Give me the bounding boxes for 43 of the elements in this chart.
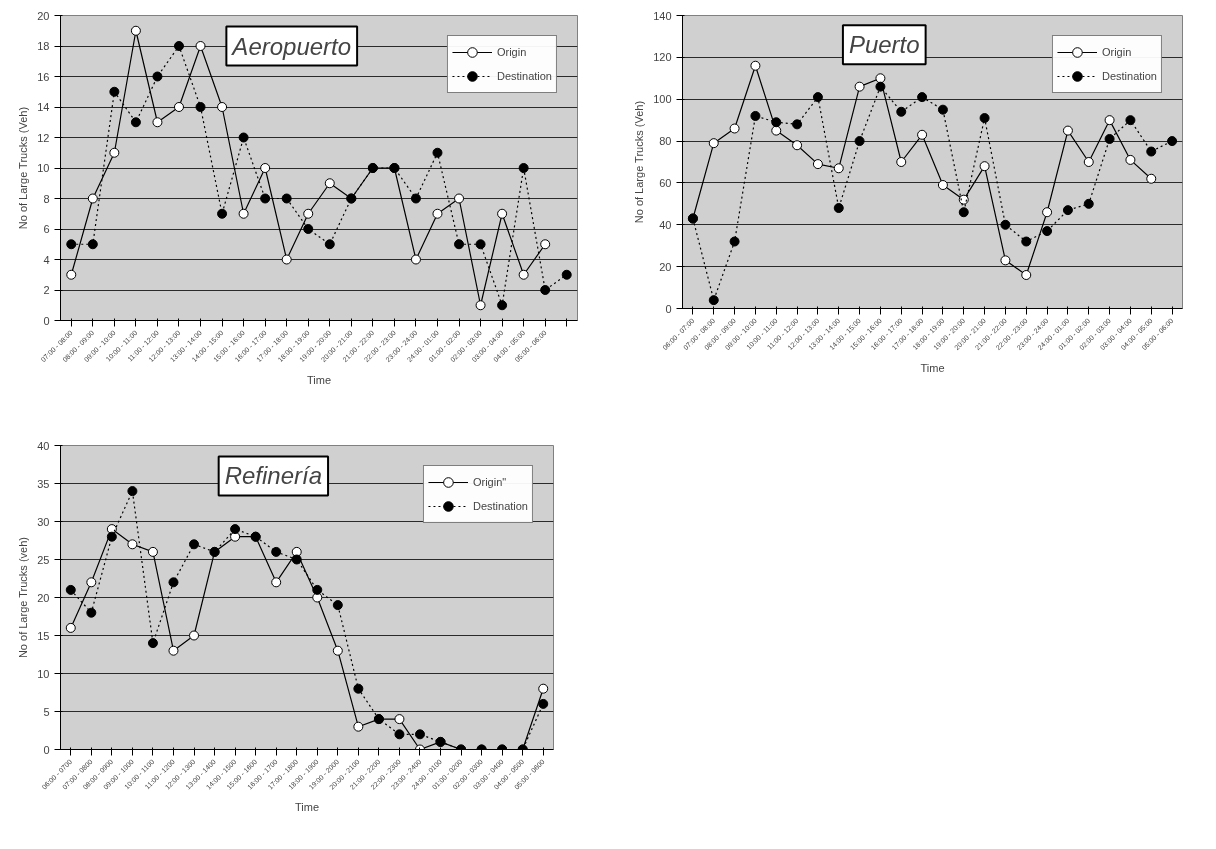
x-axis-title: Time [920, 361, 945, 374]
y-axis-title: No of Large Trucks (Veh) [633, 100, 646, 224]
y-tick-label: 12 [37, 131, 50, 144]
y-tick-label: 8 [43, 192, 50, 205]
y-tick-label: 6 [43, 223, 50, 235]
y-tick-label: 0 [43, 314, 50, 327]
y-tick-label: 30 [37, 515, 50, 528]
x-axis-title: Time [294, 801, 320, 814]
y-tick-label: 16 [37, 70, 50, 83]
y-tick-label: 80 [659, 135, 672, 148]
y-tick-label: 18 [37, 40, 50, 52]
text: Refinería [224, 462, 323, 490]
y-tick-label: 15 [37, 629, 50, 642]
legend-label: Destination [496, 69, 552, 84]
x-axis-title: Time [306, 373, 332, 386]
legend-label: Origin [1101, 45, 1132, 60]
y-tick-label: 25 [37, 553, 50, 566]
legend-label: Origin [496, 45, 527, 60]
y-tick-label: 40 [659, 218, 672, 231]
y-tick-label: 4 [43, 253, 50, 266]
y-tick-label: 20 [37, 9, 50, 22]
legend-label: Destination [1101, 69, 1157, 84]
y-axis-title: No of Large Trucks (veh) [17, 537, 30, 659]
y-tick-label: 5 [43, 705, 50, 718]
y-tick-label: 100 [653, 93, 672, 106]
text: Puerto [848, 31, 920, 59]
legend-label: Origin" [472, 475, 507, 490]
text: Aeropuerto [230, 32, 352, 60]
y-tick-label: 10 [37, 162, 50, 174]
y-tick-label: 0 [43, 743, 50, 756]
y-tick-label: 14 [37, 101, 50, 113]
y-tick-label: 0 [665, 302, 672, 315]
y-tick-label: 20 [659, 260, 672, 273]
y-tick-label: 140 [653, 9, 672, 22]
legend-label: Destination [472, 499, 528, 514]
y-tick-label: 35 [37, 477, 50, 490]
y-tick-label: 20 [37, 591, 50, 604]
y-tick-label: 120 [653, 51, 672, 64]
y-tick-label: 2 [43, 284, 50, 296]
y-tick-label: 60 [659, 176, 672, 189]
y-tick-label: 40 [37, 439, 50, 452]
y-axis-title: No of Large Trucks (Veh) [17, 106, 30, 230]
y-tick-label: 10 [37, 667, 50, 680]
